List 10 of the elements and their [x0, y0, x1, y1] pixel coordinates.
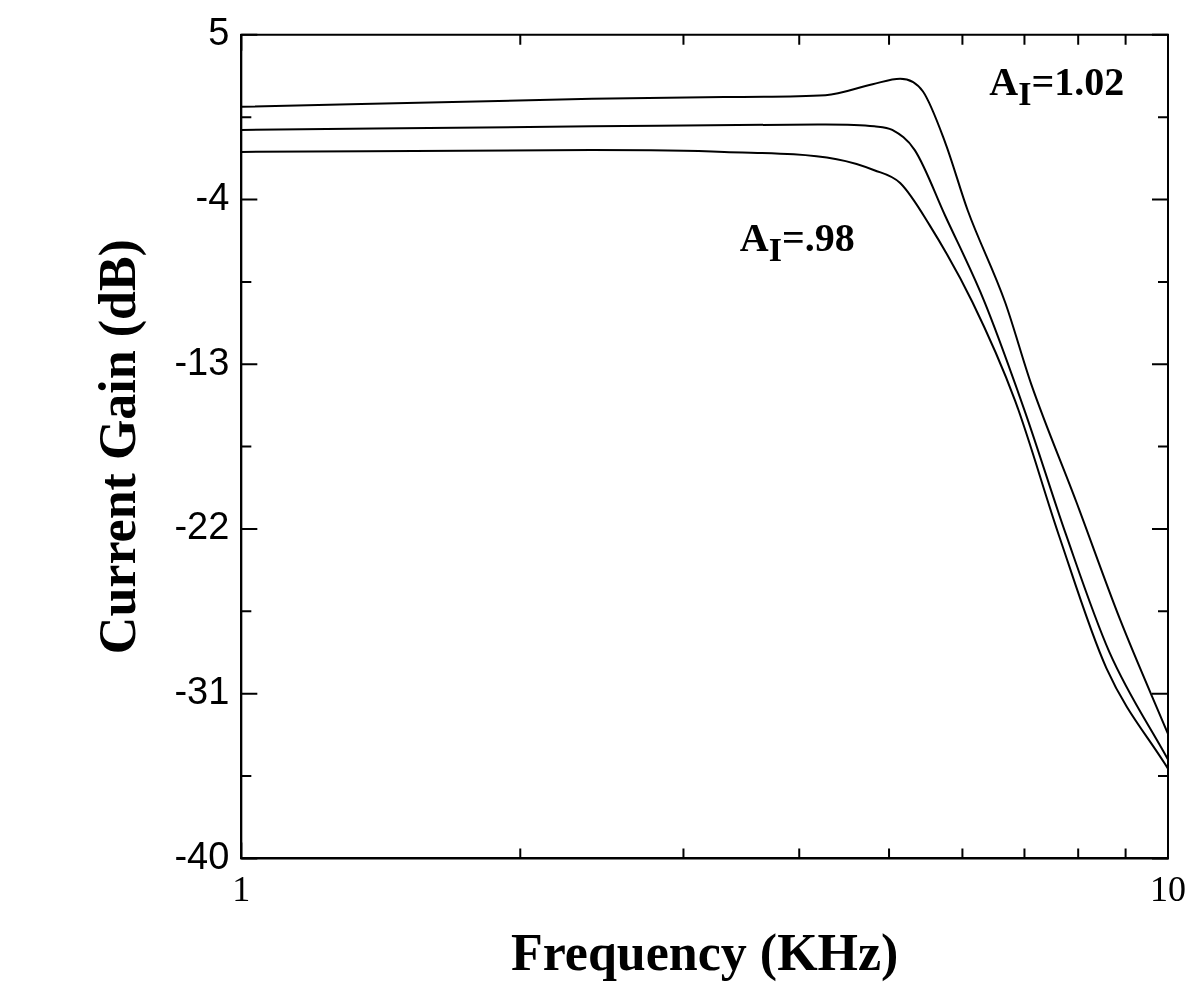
y-tick-label: 5: [208, 11, 230, 54]
y-tick-label: -40: [174, 834, 230, 877]
y-tick-label: -31: [174, 670, 230, 713]
x-tick-label: 1: [232, 869, 251, 910]
y-axis-title: Current Gain (dB): [88, 239, 147, 655]
y-tick-label: -4: [195, 176, 230, 218]
y-tick-label: -13: [174, 340, 230, 383]
x-tick-label: 10: [1150, 869, 1186, 910]
x-axis-title: Frequency (KHz): [510, 924, 899, 983]
y-tick-label: -22: [174, 505, 230, 548]
